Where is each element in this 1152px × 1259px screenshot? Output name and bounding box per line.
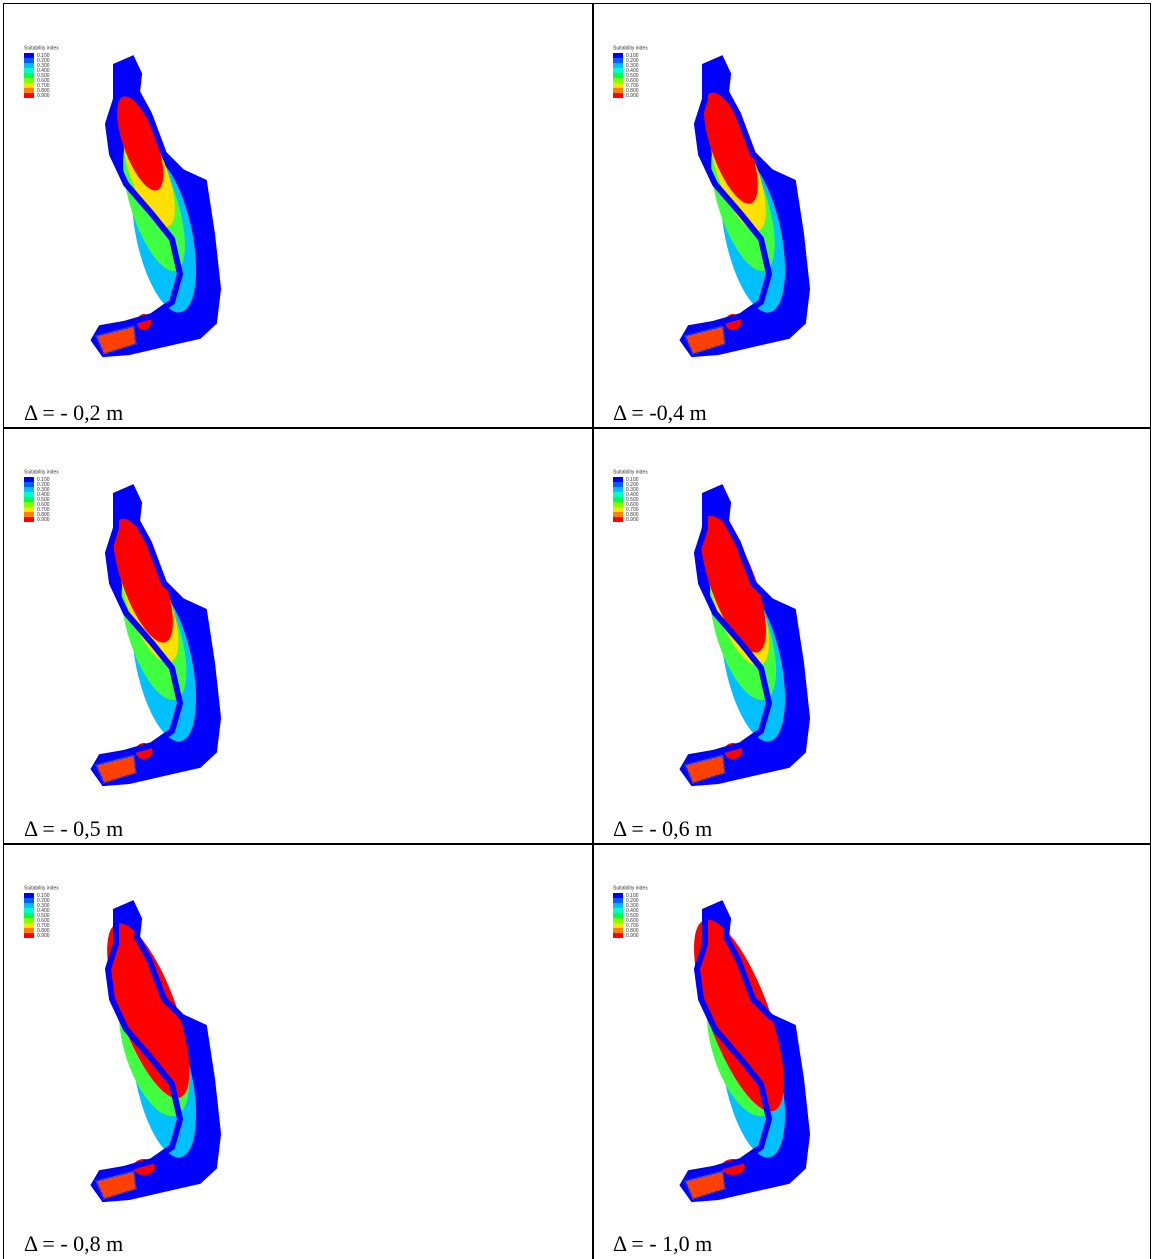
legend-swatch xyxy=(24,502,34,507)
habitat-map: Suitability index0.1000.2000.3000.4000.5… xyxy=(593,4,1149,389)
caption: Δ = -0,4 m xyxy=(613,400,707,426)
legend-title: Suitability index xyxy=(613,45,648,51)
legend-swatch xyxy=(24,933,34,938)
legend-label: 0.900 xyxy=(37,93,50,99)
legend-swatch xyxy=(24,928,34,933)
legend-swatch xyxy=(613,923,623,928)
legend-label: 0.900 xyxy=(626,517,639,523)
river-map xyxy=(94,488,218,783)
legend-swatch xyxy=(24,487,34,492)
legend-swatch xyxy=(24,58,34,63)
legend-swatch xyxy=(613,928,623,933)
legend-swatch xyxy=(24,497,34,502)
legend-swatch xyxy=(613,93,623,98)
legend-swatch xyxy=(613,68,623,73)
caption: Δ = - 0,8 m xyxy=(24,1231,123,1257)
river-map xyxy=(683,59,807,354)
legend-swatch xyxy=(24,517,34,522)
legend-title: Suitability index xyxy=(24,469,59,475)
legend-swatch xyxy=(24,492,34,497)
legend-title: Suitability index xyxy=(613,469,648,475)
legend-swatch xyxy=(24,918,34,923)
legend-swatch xyxy=(613,58,623,63)
legend-swatch xyxy=(613,898,623,903)
legend-swatch xyxy=(24,477,34,482)
legend-swatch xyxy=(24,63,34,68)
legend-swatch xyxy=(24,53,34,58)
legend-swatch xyxy=(613,913,623,918)
legend-swatch xyxy=(24,512,34,517)
legend-swatch xyxy=(613,933,623,938)
legend-swatch xyxy=(613,88,623,93)
legend-label: 0.900 xyxy=(37,933,50,939)
legend-swatch xyxy=(613,507,623,512)
legend-swatch xyxy=(613,63,623,68)
legend-title: Suitability index xyxy=(613,885,648,891)
legend-swatch xyxy=(613,73,623,78)
legend-label: 0.900 xyxy=(37,517,50,523)
legend-swatch xyxy=(613,497,623,502)
legend-swatch xyxy=(24,482,34,487)
legend-title: Suitability index xyxy=(24,885,59,891)
habitat-map: Suitability index0.1000.2000.3000.4000.5… xyxy=(4,4,592,389)
habitat-map: Suitability index0.1000.2000.3000.4000.5… xyxy=(593,844,1149,1220)
legend-swatch xyxy=(613,487,623,492)
river-map xyxy=(90,904,218,1199)
habitat-map: Suitability index0.1000.2000.3000.4000.5… xyxy=(593,428,1149,805)
legend-swatch xyxy=(24,908,34,913)
legend-swatch xyxy=(613,53,623,58)
figure-table: Suitability index0.1000.2000.3000.4000.5… xyxy=(0,0,1152,1259)
legend-swatch xyxy=(24,93,34,98)
panel: Suitability index0.1000.2000.3000.4000.5… xyxy=(592,843,1151,1259)
legend-swatch xyxy=(613,78,623,83)
legend-swatch xyxy=(24,68,34,73)
river-map xyxy=(94,59,218,354)
legend-swatch xyxy=(24,903,34,908)
legend-swatch xyxy=(24,923,34,928)
legend-swatch xyxy=(613,492,623,497)
legend-swatch xyxy=(24,507,34,512)
habitat-map: Suitability index0.1000.2000.3000.4000.5… xyxy=(4,844,592,1220)
legend-swatch xyxy=(613,512,623,517)
legend-title: Suitability index xyxy=(24,45,59,51)
legend-swatch xyxy=(613,908,623,913)
river-map xyxy=(676,904,807,1199)
legend-label: 0.900 xyxy=(626,933,639,939)
caption: Δ = - 0,2 m xyxy=(24,400,123,426)
legend-swatch xyxy=(613,903,623,908)
legend-swatch xyxy=(24,893,34,898)
legend-swatch xyxy=(24,913,34,918)
legend-swatch xyxy=(613,502,623,507)
legend-swatch xyxy=(613,517,623,522)
legend-swatch xyxy=(613,477,623,482)
legend-swatch xyxy=(24,73,34,78)
legend-swatch xyxy=(24,898,34,903)
legend-swatch xyxy=(24,78,34,83)
panel: Suitability index0.1000.2000.3000.4000.5… xyxy=(3,3,594,429)
legend-swatch xyxy=(24,83,34,88)
legend-swatch xyxy=(613,893,623,898)
caption: Δ = - 0,6 m xyxy=(613,816,712,842)
habitat-map: Suitability index0.1000.2000.3000.4000.5… xyxy=(4,428,592,805)
legend-swatch xyxy=(613,482,623,487)
caption: Δ = - 1,0 m xyxy=(613,1231,712,1257)
river-map xyxy=(683,488,807,783)
legend-swatch xyxy=(613,918,623,923)
legend-label: 0.900 xyxy=(626,93,639,99)
legend-swatch xyxy=(613,83,623,88)
caption: Δ = - 0,5 m xyxy=(24,816,123,842)
legend-swatch xyxy=(24,88,34,93)
